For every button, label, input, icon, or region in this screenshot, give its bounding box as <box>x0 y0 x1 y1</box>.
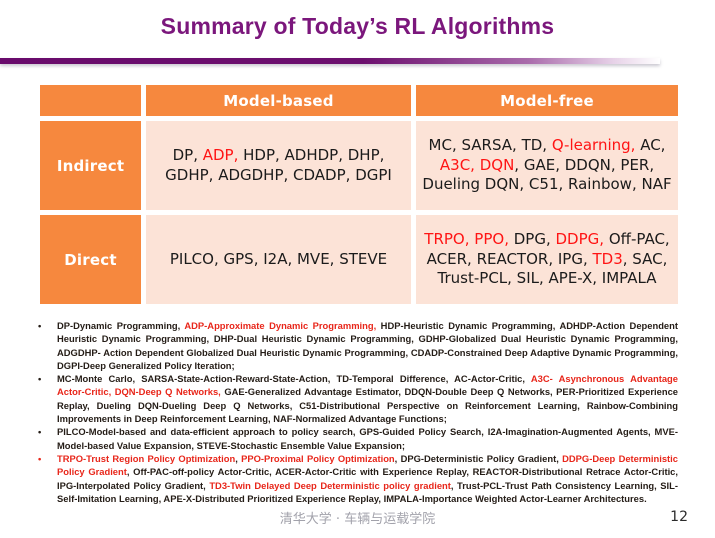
page-number: 12 <box>670 509 688 525</box>
cell-text: PILCO, GPS, I2A, MVE, STEVE <box>169 249 388 268</box>
bullet-icon: • <box>38 452 42 464</box>
page-title: Summary of Today’s RL Algorithms <box>160 13 555 39</box>
table-corner-cell <box>40 85 141 116</box>
footer-institution: 清华大学 · 车辆与运载学院 <box>279 512 436 527</box>
rl-algorithms-table: Model-based Model-free Indirect DP, ADP,… <box>40 85 678 304</box>
column-header-model-based: Model-based <box>146 85 411 116</box>
cell-indirect-model-free: MC, SARSA, TD, Q-learning, AC, A3C, DQN,… <box>416 121 678 210</box>
cell-text: DP, ADP, HDP, ADHDP, DHP, GDHP, ADGDHP, … <box>165 146 392 184</box>
cell-text: TRPO, PPO, DPG, DDPG, Off-PAC, ACER, REA… <box>424 230 670 288</box>
cell-direct-model-based: PILCO, GPS, I2A, MVE, STEVE <box>146 215 411 304</box>
row-header-direct: Direct <box>40 215 141 304</box>
note-item: • DP-Dynamic Programming, ADP-Approximat… <box>35 319 678 372</box>
cell-text: MC, SARSA, TD, Q-learning, AC, A3C, DQN,… <box>422 136 672 194</box>
column-header-model-free: Model-free <box>416 85 678 116</box>
note-item: • TRPO-Trust Region Policy Optimization,… <box>35 452 678 505</box>
row-header-indirect: Indirect <box>40 121 141 210</box>
bullet-icon: • <box>38 320 42 331</box>
note-item: • MC-Monte Carlo, SARSA-State-Action-Rew… <box>35 372 678 425</box>
note-text: MC-Monte Carlo, SARSA-State-Action-Rewar… <box>57 373 678 425</box>
definitions-list: • DP-Dynamic Programming, ADP-Approximat… <box>35 319 678 505</box>
bullet-icon: • <box>38 426 42 438</box>
cell-direct-model-free: TRPO, PPO, DPG, DDPG, Off-PAC, ACER, REA… <box>416 215 678 304</box>
note-item: • PILCO-Model-based and data-efficient a… <box>35 425 678 452</box>
cell-indirect-model-based: DP, ADP, HDP, ADHDP, DHP, GDHP, ADGDHP, … <box>146 121 411 210</box>
title-underline-bar <box>0 58 660 64</box>
note-text: DP-Dynamic Programming, ADP-Approximate … <box>57 320 678 371</box>
bullet-icon: • <box>38 373 42 385</box>
note-text: TRPO-Trust Region Policy Optimization, P… <box>57 452 678 504</box>
note-text: PILCO-Model-based and data-efficient app… <box>57 426 678 451</box>
